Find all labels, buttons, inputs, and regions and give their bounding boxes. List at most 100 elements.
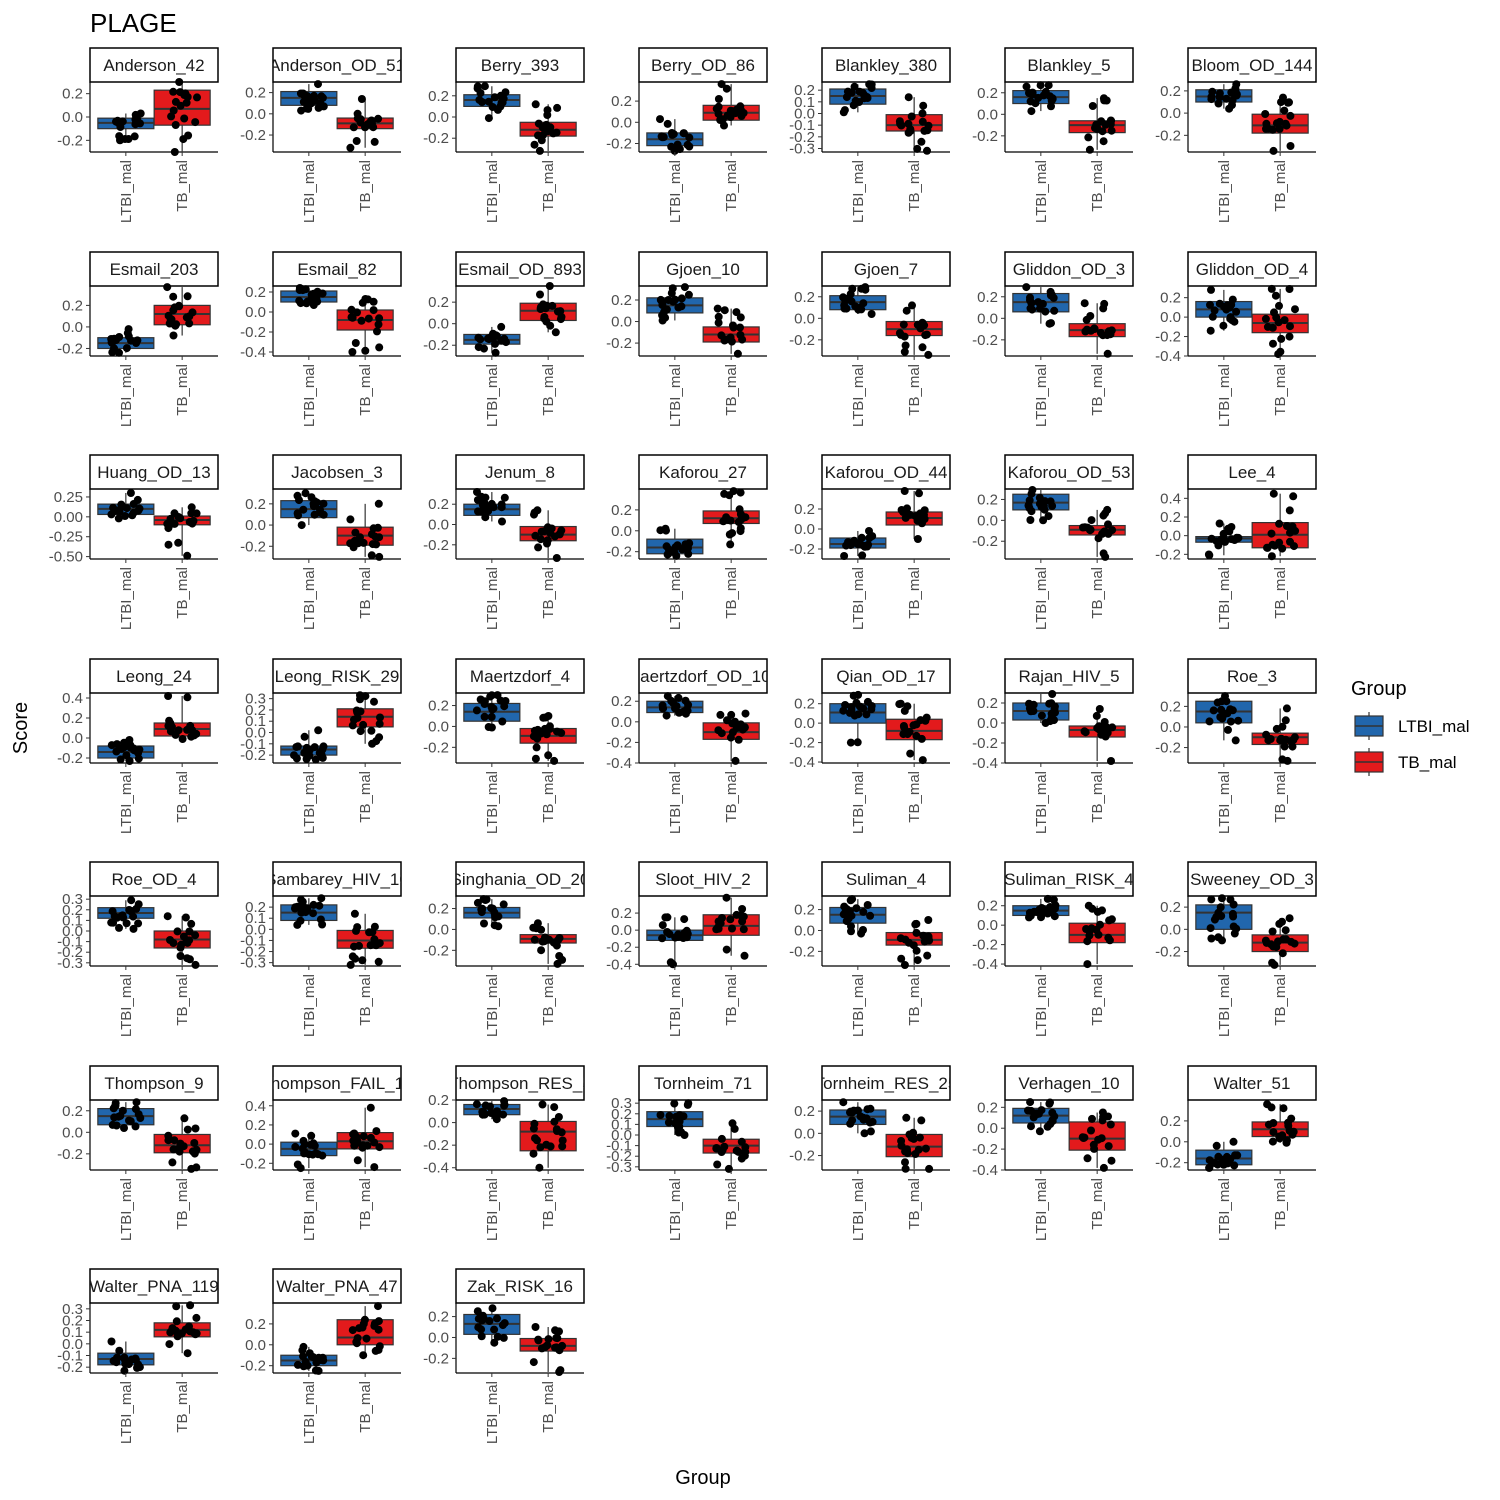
data-point [164, 524, 173, 533]
facet-label: Walter_PNA_119 [89, 1277, 218, 1296]
data-point [1224, 524, 1233, 533]
data-point [1267, 284, 1276, 293]
data-point [293, 1160, 302, 1169]
data-point [684, 290, 693, 299]
data-point [110, 1113, 119, 1122]
data-point [1092, 711, 1101, 720]
data-point [853, 738, 862, 747]
box-tb-mal [885, 487, 943, 543]
data-point [736, 524, 745, 533]
y-tick-label: 0.2 [977, 695, 998, 712]
data-point [307, 290, 316, 299]
data-point [720, 489, 729, 498]
data-point [177, 940, 186, 949]
data-point [317, 894, 326, 903]
y-tick-label: 0.2 [1160, 1113, 1181, 1130]
panel-verhagen-10: Verhagen_10 0.2 0.0 -0.2 -0.4 LTBI_mal TB_mal [972, 1065, 1134, 1241]
y-tick-label: -0.2 [1155, 944, 1181, 961]
data-point [304, 1150, 313, 1159]
data-point [556, 307, 565, 316]
data-point [171, 1326, 180, 1335]
y-tick-label: -0.4 [240, 344, 266, 361]
x-tick-label: LTBI_mal [667, 1178, 684, 1241]
facet-strip [1004, 1065, 1134, 1101]
data-point [481, 1101, 490, 1110]
box-tb-mal [336, 691, 394, 748]
data-point [311, 755, 320, 764]
data-point [858, 88, 867, 97]
data-point [897, 121, 906, 130]
data-point [854, 710, 863, 719]
data-point [293, 1360, 302, 1369]
data-point [485, 335, 493, 344]
facet-strip [821, 1065, 951, 1101]
legend-title: Group [1351, 678, 1407, 700]
facet-strip [272, 1268, 402, 1304]
x-tick-label: LTBI_mal [484, 567, 501, 630]
data-point [478, 1316, 486, 1325]
x-tick-label: TB_mal [1272, 160, 1289, 212]
data-point [123, 1358, 132, 1366]
facet-label: Tornheim_RES_25 [815, 1074, 958, 1093]
data-point [556, 1366, 565, 1375]
data-point [373, 523, 382, 532]
panel-qian-od-17: Qian_OD_17 0.2 0.0 -0.2 -0.4 LTBI_mal TB_mal [789, 658, 951, 834]
data-point [107, 918, 116, 927]
facet-strip [272, 1065, 402, 1101]
data-point [682, 933, 691, 942]
y-tick-label: -0.2 [606, 544, 632, 561]
facet-strip [1187, 658, 1317, 694]
data-point [169, 87, 178, 96]
data-point [175, 78, 184, 86]
facet-label: Jenum_8 [485, 463, 555, 482]
data-point [924, 350, 933, 359]
data-point [129, 912, 138, 921]
facet-label: Kaforou_27 [659, 463, 747, 482]
data-point [293, 491, 302, 500]
data-point [863, 542, 872, 551]
panel-leong-24: Leong_24 0.4 0.2 0.0 -0.2 LTBI_mal TB_mal [57, 658, 219, 834]
data-point [912, 928, 921, 937]
panel-anderson-42: Anderson_42 0.2 0.0 -0.2 LTBI_mal TB_mal [57, 47, 219, 223]
data-point [732, 308, 741, 317]
data-point [480, 82, 489, 91]
data-point [166, 514, 175, 523]
data-point [193, 93, 201, 102]
facet-strip [455, 454, 585, 490]
data-point [1095, 705, 1104, 713]
y-tick-label: 0.2 [62, 1313, 83, 1330]
data-point [550, 756, 559, 765]
data-point [307, 1131, 316, 1140]
data-point [923, 951, 932, 960]
data-point [741, 709, 750, 718]
data-point [351, 528, 360, 537]
data-point [1267, 1103, 1276, 1112]
x-tick-label: LTBI_mal [1216, 1178, 1233, 1241]
data-point [131, 1122, 140, 1131]
box-ltbi-mal [97, 109, 155, 145]
data-point [900, 723, 909, 732]
box-tb-mal [702, 304, 760, 358]
data-point [292, 743, 301, 751]
x-tick-label: TB_mal [723, 771, 740, 823]
y-tick-label: 0.1 [611, 1116, 632, 1133]
box-ltbi-mal [463, 82, 521, 123]
y-tick-label: -0.2 [972, 332, 998, 349]
data-point [1220, 302, 1228, 311]
facet-label: Walter_PNA_47 [276, 1277, 397, 1296]
y-tick-label: 0.2 [428, 1309, 449, 1326]
y-tick-label: 0.0 [428, 921, 449, 938]
data-point [714, 917, 723, 926]
data-point [1218, 894, 1226, 903]
data-point [125, 1116, 133, 1125]
data-point [362, 1334, 371, 1343]
y-tick-label: 0.2 [1160, 509, 1181, 526]
box-ltbi-mal [1012, 486, 1070, 525]
data-point [170, 148, 179, 156]
data-point [714, 95, 723, 103]
data-point [662, 526, 670, 535]
data-point [174, 301, 183, 310]
data-point [541, 713, 550, 722]
facet-label: Suliman_RISK_4 [1004, 870, 1133, 889]
data-point [1100, 731, 1109, 740]
